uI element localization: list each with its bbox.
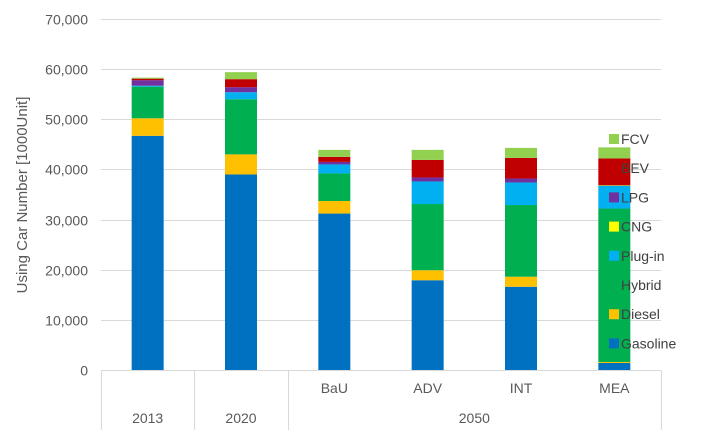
legend-item-diesel: Diesel (609, 306, 660, 322)
legend-item-cng: CNG (609, 219, 652, 235)
x-category-label: ADV (413, 380, 442, 396)
bar-segment-fcv (131, 77, 164, 79)
bar-segment-diesel (318, 201, 351, 214)
x-group-label: 2020 (225, 410, 256, 426)
bar-segment-diesel (225, 154, 257, 175)
bar-stack-bau (318, 149, 351, 370)
bar-segment-bev (131, 78, 164, 81)
bar-segment-fcv (225, 72, 257, 80)
legend-label: Gasoline (621, 335, 676, 351)
bar-segment-fcv (598, 147, 631, 159)
bar-segment-bev (505, 157, 537, 179)
x-category-label: BaU (321, 380, 348, 396)
y-tick-label: 20,000 (45, 263, 88, 279)
bar-segment-hybrid (225, 99, 257, 155)
bar-segment-diesel (411, 270, 444, 281)
legend-item-lpg: LPG (609, 189, 649, 205)
legend-swatch (609, 280, 619, 290)
y-tick-label: 0 (80, 363, 88, 379)
bar-segment-gasoline (598, 362, 631, 370)
bar-segment-gasoline (131, 135, 164, 370)
bar-segment-cng (598, 185, 631, 186)
bar-segment-lpg (598, 184, 631, 186)
bar-segment-fcv (505, 147, 537, 158)
x-group-label: 2013 (132, 410, 163, 426)
bar-segment-plug-in (318, 164, 351, 174)
legend-swatch (609, 309, 619, 320)
x-group-label: 2050 (459, 410, 490, 426)
legend-label: Hybrid (621, 277, 661, 293)
legend-swatch (609, 134, 619, 144)
bar-segment-gasoline (411, 280, 444, 370)
bar-segment-diesel (505, 276, 537, 287)
bar-stack-adv (411, 149, 444, 370)
legend-swatch (609, 192, 619, 203)
legend-item-fcv: FCV (609, 131, 650, 147)
legend-swatch (609, 163, 619, 174)
legend: FCV BEV LPG CNG Plug-in Hybrid Diesel Gasoline (609, 131, 676, 351)
x-category-label: MEA (599, 380, 630, 396)
bar-segment-diesel (131, 118, 164, 136)
y-tick-label: 60,000 (45, 62, 88, 78)
bar-stack-2020 (225, 72, 257, 370)
x-category-label: INT (510, 380, 533, 396)
bar-segment-bev (225, 79, 257, 88)
bar-segment-plug-in (411, 181, 444, 205)
legend-label: FCV (621, 131, 650, 147)
legend-label: Plug-in (621, 248, 665, 264)
legend-swatch (609, 338, 619, 349)
gridlines (101, 19, 661, 321)
bar-stack-int (505, 147, 537, 370)
y-axis-ticks: 0 10,000 20,000 30,000 40,000 50,000 60,000 70,… (45, 12, 88, 379)
legend-label: Diesel (621, 306, 660, 322)
legend-item-bev: BEV (609, 160, 650, 176)
legend-label: BEV (621, 160, 650, 176)
x-axis: 2013 2020 BaU ADV INT MEA 2050 (101, 370, 662, 430)
y-tick-label: 30,000 (45, 213, 88, 229)
bar-stack-mea (598, 147, 631, 370)
bars (131, 72, 631, 370)
bar-segment-plug-in (131, 85, 164, 87)
y-tick-label: 10,000 (45, 313, 88, 329)
bar-segment-lpg (505, 178, 537, 183)
bar-segment-lpg (411, 177, 444, 182)
bar-segment-hybrid (131, 86, 164, 119)
legend-label: LPG (621, 189, 649, 205)
bar-segment-fcv (318, 149, 351, 157)
bar-segment-plug-in (225, 92, 257, 100)
bar-segment-hybrid (318, 173, 351, 202)
bar-segment-gasoline (318, 213, 351, 370)
legend-swatch (609, 221, 619, 232)
bar-segment-bev (318, 156, 351, 162)
y-tick-label: 50,000 (45, 112, 88, 128)
bar-segment-lpg (131, 80, 164, 86)
bar-segment-gasoline (505, 286, 537, 370)
bar-segment-bev (411, 159, 444, 178)
bar-segment-hybrid (505, 205, 537, 277)
legend-item-gasoline: Gasoline (609, 335, 676, 351)
bar-segment-diesel (598, 361, 631, 363)
legend-item-plug-in: Plug-in (609, 248, 665, 264)
legend-swatch (609, 250, 619, 261)
y-tick-label: 40,000 (45, 162, 88, 178)
bar-segment-hybrid (411, 204, 444, 271)
legend-label: CNG (621, 219, 652, 235)
y-tick-label: 70,000 (45, 12, 88, 28)
bar-segment-lpg (225, 87, 257, 93)
bar-segment-fcv (411, 149, 444, 160)
bar-segment-plug-in (505, 182, 537, 206)
y-axis-title: Using Car Number [1000Unit] (14, 97, 31, 294)
legend-item-hybrid: Hybrid (609, 277, 661, 293)
bar-segment-gasoline (225, 174, 257, 370)
bar-stack-2013 (131, 77, 164, 370)
bar-segment-lpg (318, 161, 351, 165)
